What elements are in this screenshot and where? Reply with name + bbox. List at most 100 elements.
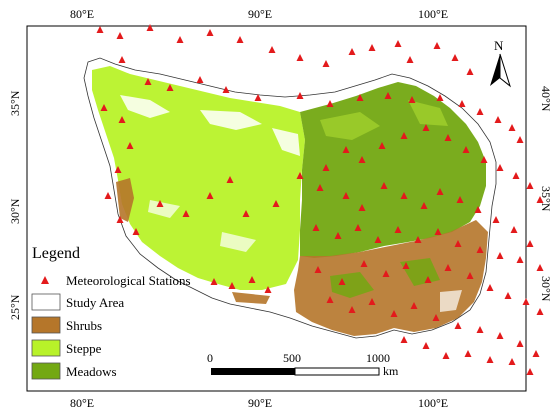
station-marker	[384, 92, 392, 99]
station-marker	[504, 292, 512, 299]
station-marker	[402, 262, 410, 269]
station-marker	[526, 182, 534, 189]
station-marker	[420, 202, 428, 209]
station-marker	[433, 42, 441, 49]
station-marker	[242, 210, 250, 217]
station-marker	[466, 68, 474, 75]
scale-segment	[211, 368, 295, 375]
station-marker	[492, 216, 500, 223]
station-marker	[536, 308, 544, 315]
bare-patch	[120, 95, 170, 118]
legend-label-steppe: Steppe	[66, 341, 102, 356]
scale-unit: km	[383, 364, 399, 378]
station-marker	[496, 332, 504, 339]
legend-label-meadows: Meadows	[66, 364, 117, 379]
legend-label-shrubs: Shrubs	[66, 318, 102, 333]
station-marker	[116, 216, 124, 223]
station-marker	[394, 226, 402, 233]
lat-tick-right: 35°N	[539, 186, 550, 212]
station-marker	[144, 78, 152, 85]
scale-bar: 0 500 1000 km	[207, 351, 399, 378]
station-marker	[400, 192, 408, 199]
station-marker	[466, 272, 474, 279]
lon-tick-top: 90°E	[248, 7, 272, 21]
station-marker	[356, 94, 364, 101]
shrubs-patch	[116, 178, 134, 222]
station-marker	[348, 306, 356, 313]
station-marker	[146, 24, 154, 31]
station-marker	[444, 134, 452, 141]
lat-tick-right: 40°N	[539, 86, 550, 112]
station-marker	[268, 46, 276, 53]
lat-tick-right: 30°N	[539, 276, 550, 302]
station-marker	[210, 278, 218, 285]
station-marker	[432, 314, 440, 321]
station-marker	[114, 166, 122, 173]
station-marker	[378, 142, 386, 149]
station-marker	[480, 156, 488, 163]
station-marker	[228, 282, 236, 289]
station-marker	[522, 298, 530, 305]
station-marker	[474, 206, 482, 213]
station-marker	[326, 100, 334, 107]
lon-tick-bottom: 100°E	[418, 396, 448, 410]
station-marker	[254, 94, 262, 101]
bare-patch	[200, 110, 262, 130]
shrubs-patch	[232, 292, 270, 304]
station-marker	[374, 236, 382, 243]
station-marker	[400, 336, 408, 343]
station-marker	[508, 358, 516, 365]
station-marker	[296, 172, 304, 179]
station-marker	[414, 236, 422, 243]
station-marker	[510, 226, 518, 233]
north-label: N	[494, 38, 504, 53]
station-marker	[516, 256, 524, 263]
station-marker	[358, 204, 366, 211]
station-marker	[342, 146, 350, 153]
station-marker	[100, 104, 108, 111]
station-marker	[354, 224, 362, 231]
station-marker	[516, 340, 524, 347]
bare-patch	[440, 290, 462, 312]
station-marker	[338, 278, 346, 285]
bare-patch	[148, 200, 180, 218]
station-marker	[456, 196, 464, 203]
station-marker	[406, 56, 414, 63]
station-marker	[116, 32, 124, 39]
station-marker	[476, 326, 484, 333]
station-marker	[436, 94, 444, 101]
station-marker	[380, 182, 388, 189]
station-marker	[434, 228, 442, 235]
station-marker	[96, 26, 104, 33]
station-marker	[476, 246, 484, 253]
scale-tick-label: 0	[207, 351, 213, 365]
station-marker	[272, 200, 280, 207]
station-marker	[322, 60, 330, 67]
station-marker	[462, 146, 470, 153]
station-marker	[118, 116, 126, 123]
station-marker	[222, 86, 230, 93]
station-marker	[454, 240, 462, 247]
legend-swatch-steppe	[31, 339, 61, 357]
legend-label-study-area: Study Area	[66, 295, 124, 310]
legend-swatch-shrubs	[31, 316, 61, 334]
station-marker	[196, 76, 204, 83]
station-marker	[458, 100, 466, 107]
station-marker	[104, 192, 112, 199]
scale-tick-label: 500	[283, 351, 301, 365]
lat-tick-left: 30°N	[8, 198, 22, 224]
station-marker	[536, 264, 544, 271]
station-marker	[410, 302, 418, 309]
lon-tick-top: 100°E	[418, 7, 448, 21]
station-marker	[368, 44, 376, 51]
station-marker	[400, 132, 408, 139]
meadow-patch	[330, 272, 374, 298]
station-marker	[536, 196, 544, 203]
station-marker	[296, 54, 304, 61]
station-marker	[508, 124, 516, 131]
station-marker	[390, 310, 398, 317]
station-marker	[118, 56, 126, 63]
station-marker	[532, 350, 540, 357]
station-marker	[316, 184, 324, 191]
